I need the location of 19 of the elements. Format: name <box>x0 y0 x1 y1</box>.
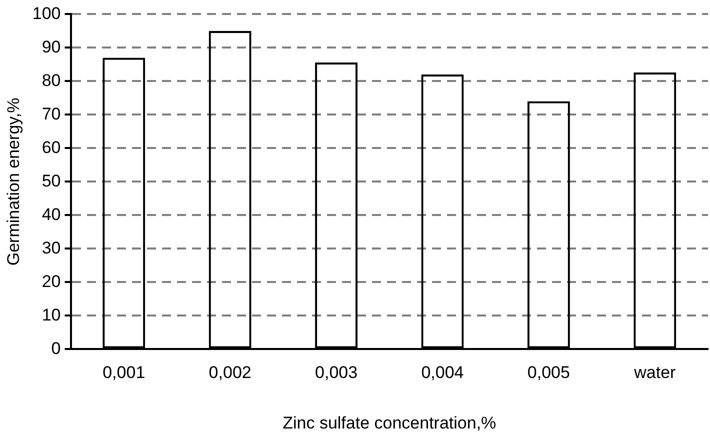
y-axis-title: Germination energy,% <box>4 98 23 266</box>
x-tick-label: water <box>633 363 676 382</box>
x-tick-label: 0,005 <box>527 363 570 382</box>
y-tick-label: 10 <box>42 305 61 324</box>
x-tick-label: 0,002 <box>208 363 252 382</box>
y-tick-label: 90 <box>42 37 61 56</box>
y-tick-label: 80 <box>42 70 61 90</box>
y-tick-label: 50 <box>42 171 61 190</box>
y-tick-label: 0 <box>51 338 61 358</box>
y-tick-label: 40 <box>42 204 61 224</box>
x-tick-label: 0,003 <box>315 363 358 382</box>
y-tick-label: 60 <box>42 138 61 157</box>
x-tick-label: 0,001 <box>102 363 146 382</box>
x-axis-title: Zinc sulfate concentration,% <box>282 413 496 432</box>
y-tick-label: 100 <box>32 4 61 23</box>
y-tick-label: 30 <box>42 238 61 258</box>
y-tick-label: 20 <box>42 272 61 291</box>
y-tick-label: 70 <box>42 104 61 124</box>
x-tick-label: 0,004 <box>421 363 464 382</box>
